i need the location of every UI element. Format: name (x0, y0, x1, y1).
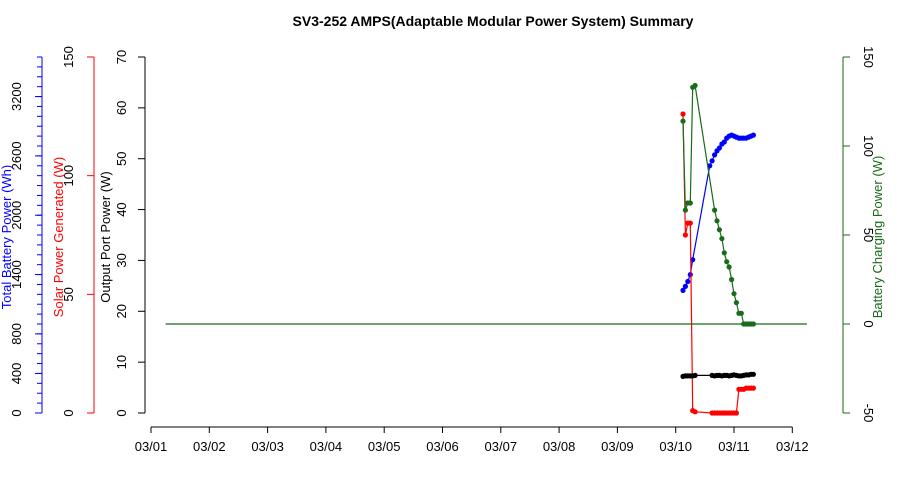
y-tick-label: 150 (861, 46, 876, 68)
data-point (692, 82, 698, 89)
data-point (692, 409, 698, 415)
chart-title: SV3-252 AMPS(Adaptable Modular Power Sys… (293, 13, 694, 29)
data-point (692, 372, 698, 378)
y-tick-label: 50 (114, 151, 129, 165)
data-point (726, 264, 732, 270)
data-point (680, 118, 686, 124)
y-tick-label: 800 (9, 323, 24, 345)
y-tick-label: 50 (61, 287, 76, 301)
x-tick-label: 03/05 (368, 439, 401, 454)
y-tick-label: 400 (9, 363, 24, 385)
y-axis-title: Output Port Power (W) (98, 171, 113, 302)
x-tick-label: 03/02 (193, 439, 226, 454)
series-line (682, 134, 754, 291)
data-point (731, 291, 737, 297)
data-point (687, 272, 693, 278)
y-tick-label: 0 (861, 320, 876, 327)
y-tick-label: 1400 (9, 260, 24, 289)
y-tick-label: 70 (114, 50, 129, 64)
data-point (680, 111, 686, 117)
series-battery_total-0 (680, 132, 757, 293)
x-tick-label: 03/03 (251, 439, 284, 454)
y-tick-label: 0 (9, 409, 24, 416)
x-tick-label: 03/08 (543, 439, 576, 454)
axes-layer: 03/01 03/02 03/03 03/04 03/05 03/06 03/07 03/08… (0, 46, 885, 454)
data-point (716, 227, 723, 233)
y-tick-label: 0 (61, 409, 76, 416)
data-point (687, 200, 693, 206)
data-point (750, 132, 757, 138)
data-point (719, 236, 725, 242)
data-point (716, 145, 723, 151)
series-layer (165, 82, 807, 416)
series-charging-3 (680, 82, 757, 327)
y-tick-label: 20 (114, 304, 129, 318)
data-point (685, 278, 691, 285)
data-point (721, 139, 727, 145)
data-point (733, 300, 740, 306)
y-axis-battery_total: 0 400 800 1400 2000 2600 3200 Total Battery Pow… (0, 56, 43, 417)
data-point (682, 232, 689, 238)
y-axis-charging: -50 0 50 100 150 Battery Charging Power (W) (842, 46, 885, 423)
data-point (738, 310, 744, 316)
data-point (682, 283, 689, 289)
series-line (682, 113, 754, 414)
data-point (750, 385, 757, 391)
data-point (750, 371, 757, 377)
x-tick-label: 03/11 (718, 439, 750, 454)
data-point (721, 250, 727, 256)
y-tick-label: 150 (61, 46, 76, 68)
series-output-2 (680, 371, 757, 379)
data-point (712, 207, 718, 213)
y-axis-output: 0 10 20 30 40 50 60 70 Output Port Power (W) (98, 50, 146, 417)
series-solar-1 (680, 111, 757, 416)
y-axis-solar: 0 50 100 150 Solar Power Generated (W) (51, 46, 95, 417)
data-point (687, 220, 693, 226)
y-tick-label: 10 (114, 355, 129, 369)
data-point (680, 287, 686, 293)
y-tick-label: 40 (114, 202, 129, 216)
x-tick-label: 03/10 (659, 439, 692, 454)
y-tick-label: 60 (114, 101, 129, 115)
x-tick-label: 03/01 (135, 439, 168, 454)
y-tick-label: 100 (61, 165, 76, 187)
x-tick-label: 03/06 (426, 439, 459, 454)
data-point (724, 259, 730, 265)
y-axis-title: Battery Charging Power (W) (870, 156, 885, 319)
x-tick-label: 03/12 (776, 439, 809, 454)
y-axis-title: Solar Power Generated (W) (51, 157, 66, 317)
x-tick-label: 03/07 (485, 439, 518, 454)
data-point (714, 218, 720, 224)
y-tick-label: 50 (861, 228, 876, 242)
x-tick-label: 03/04 (310, 439, 343, 454)
data-point (709, 158, 715, 164)
x-tick-label: 03/09 (601, 439, 634, 454)
y-tick-label: 2600 (9, 141, 24, 170)
y-tick-label: 3200 (9, 82, 24, 111)
series-line (682, 84, 754, 325)
y-tick-label: 30 (114, 253, 129, 267)
data-point (690, 257, 696, 263)
y-tick-label: -50 (861, 404, 876, 423)
data-point (733, 410, 740, 416)
y-tick-label: 2000 (9, 201, 24, 230)
y-axis-title: Total Battery Power (Wh) (0, 165, 14, 310)
data-point (729, 276, 735, 283)
data-point (682, 207, 689, 213)
data-point (712, 152, 718, 158)
y-tick-label: 0 (114, 409, 129, 416)
y-tick-label: 100 (861, 135, 876, 157)
